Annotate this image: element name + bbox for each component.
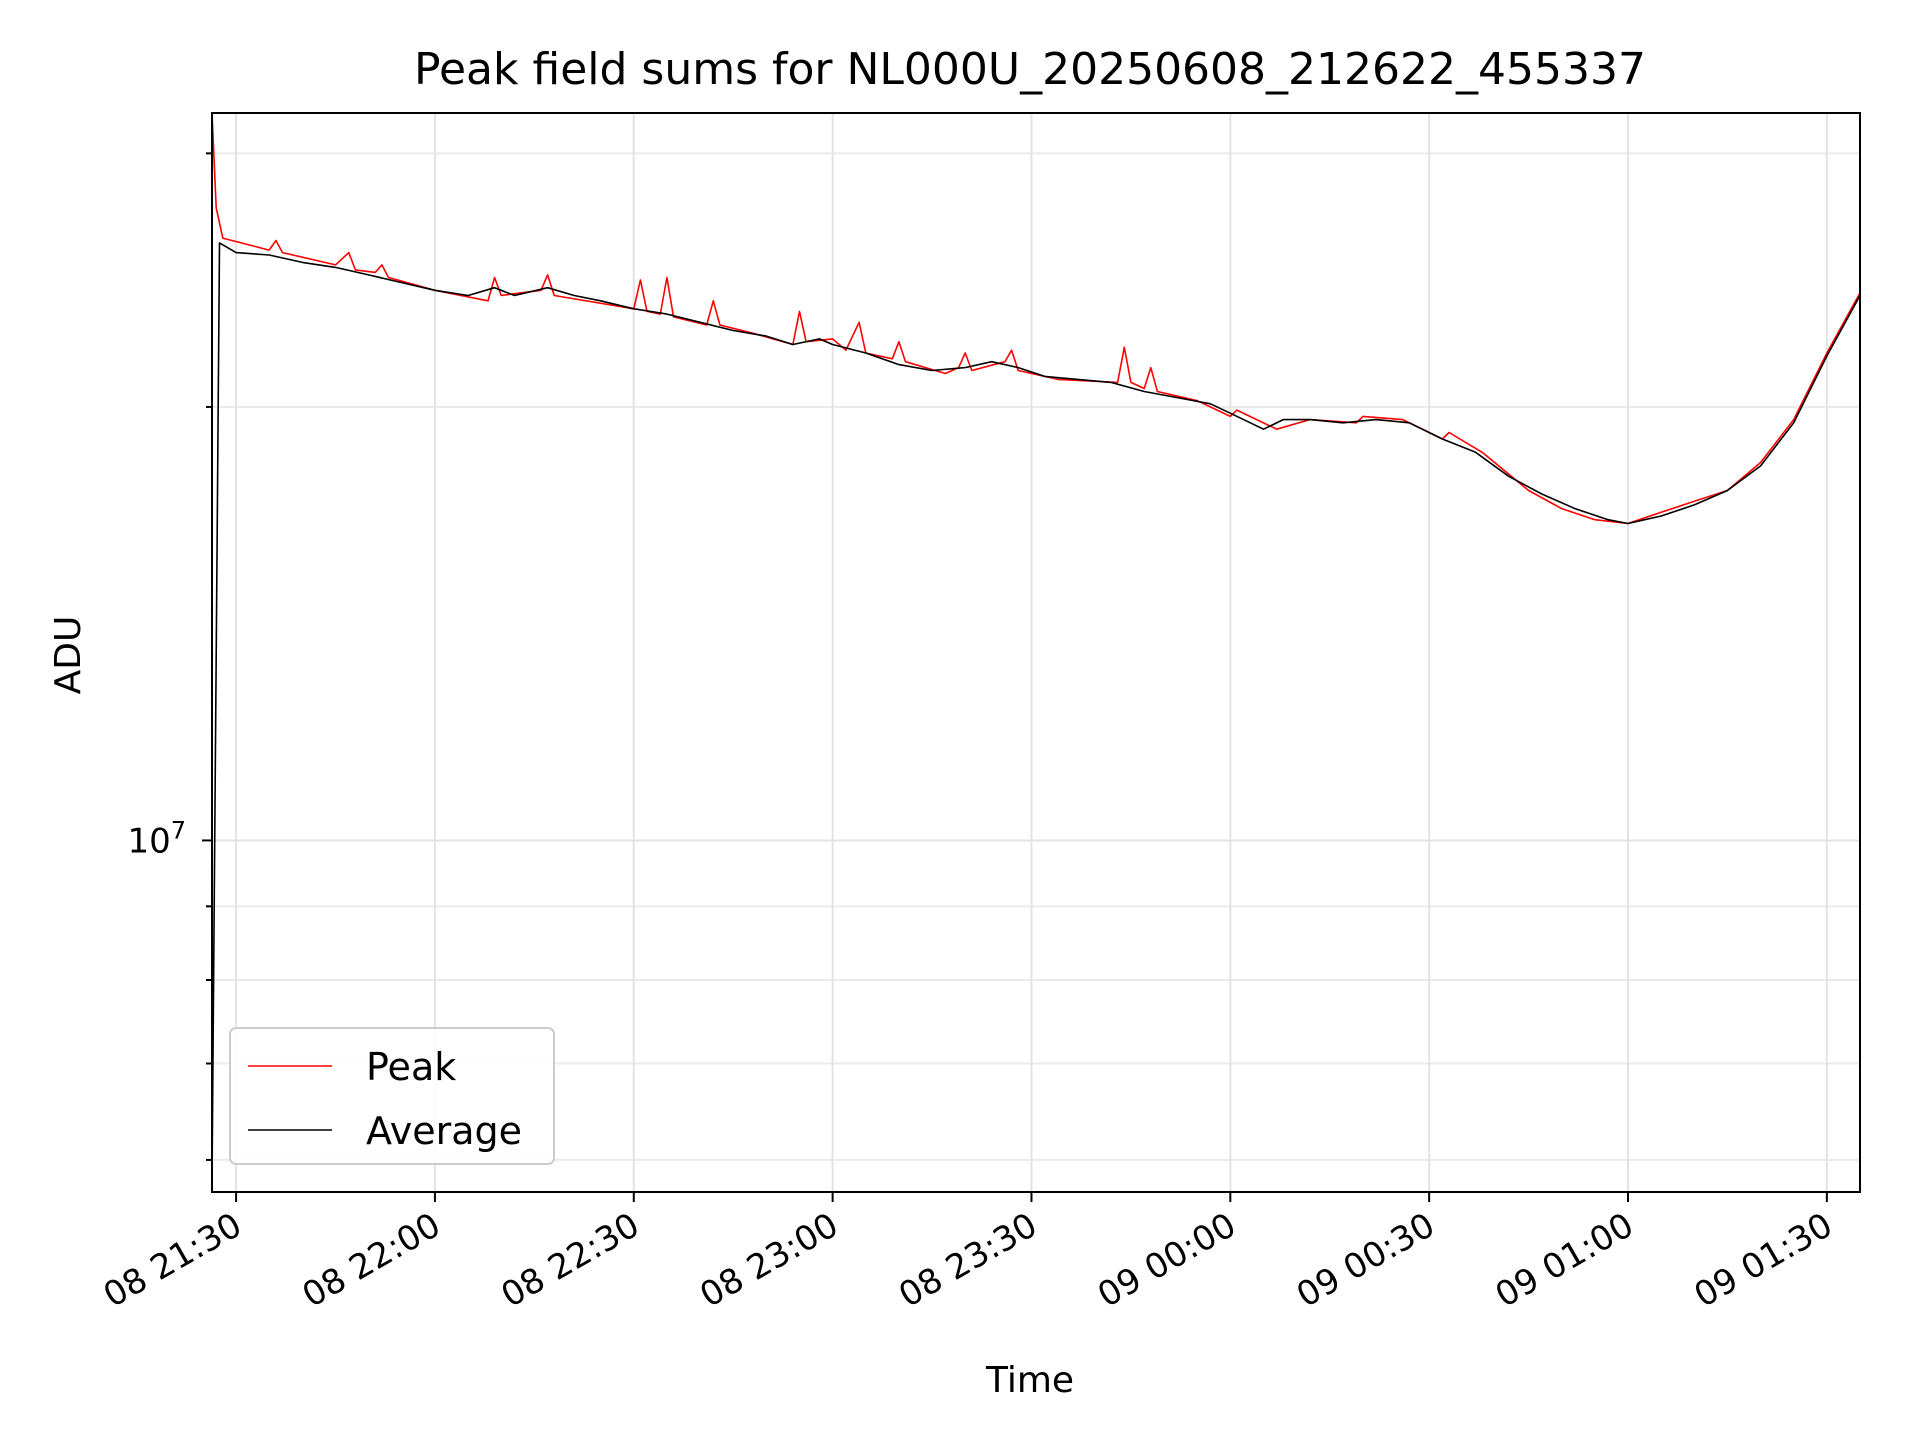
series-line-average <box>211 242 1861 1182</box>
legend-label-average: Average <box>366 1109 522 1153</box>
legend: Peak Average <box>229 1027 555 1165</box>
chart-title: Peak field sums for NL000U_20250608_2126… <box>414 44 1646 95</box>
y-tick-label-exponent: 7 <box>171 816 186 844</box>
y-tick-label-base: 10 <box>127 821 170 861</box>
grid <box>212 113 1860 1192</box>
x-axis-label: Time <box>985 1360 1074 1401</box>
y-tick-label: 107 <box>127 816 186 861</box>
y-axis-label: ADU <box>48 616 89 695</box>
legend-label-peak: Peak <box>366 1045 456 1089</box>
plot-area <box>211 112 1861 1193</box>
series-group <box>211 112 1861 1182</box>
